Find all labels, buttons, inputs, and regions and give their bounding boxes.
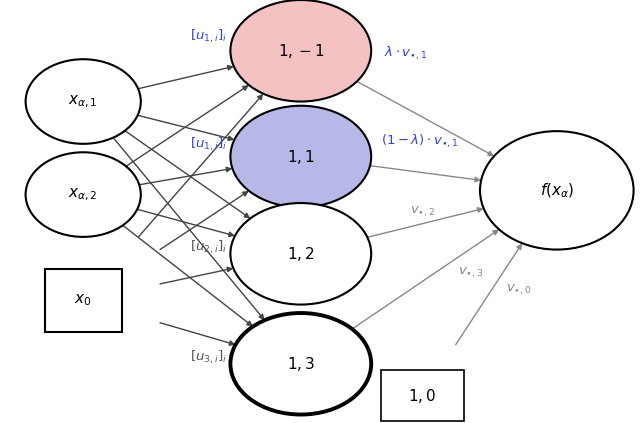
Text: $1,2$: $1,2$ xyxy=(287,245,315,263)
Text: $[u_{1,i}]_i$: $[u_{1,i}]_i$ xyxy=(190,135,227,153)
Text: $f(x_\alpha)$: $f(x_\alpha)$ xyxy=(540,181,574,200)
Text: $\lambda \cdot v_{\bullet,1}$: $\lambda \cdot v_{\bullet,1}$ xyxy=(384,44,427,62)
Text: $x_{\alpha,2}$: $x_{\alpha,2}$ xyxy=(68,187,98,203)
Bar xyxy=(45,269,122,332)
Ellipse shape xyxy=(230,106,371,207)
Ellipse shape xyxy=(26,59,141,144)
Text: $(1-\lambda) \cdot v_{\bullet,1}$: $(1-\lambda) \cdot v_{\bullet,1}$ xyxy=(381,133,458,151)
Text: $[u_{3,i}]_i$: $[u_{3,i}]_i$ xyxy=(190,349,227,366)
Text: $1,0$: $1,0$ xyxy=(408,387,436,404)
Text: $x_0$: $x_0$ xyxy=(74,292,92,308)
Bar xyxy=(381,370,464,421)
Text: $v_{\bullet,3}$: $v_{\bullet,3}$ xyxy=(458,266,483,280)
Ellipse shape xyxy=(26,152,141,237)
Text: $1,-1$: $1,-1$ xyxy=(278,42,324,60)
Ellipse shape xyxy=(230,0,371,102)
Text: $[u_{1,i}]_i$: $[u_{1,i}]_i$ xyxy=(190,27,227,45)
Text: $v_{\bullet,0}$: $v_{\bullet,0}$ xyxy=(506,283,531,297)
Text: $x_{\alpha,1}$: $x_{\alpha,1}$ xyxy=(68,93,98,110)
Ellipse shape xyxy=(230,203,371,305)
Ellipse shape xyxy=(230,313,371,415)
Text: $1,3$: $1,3$ xyxy=(287,355,315,373)
Text: $[u_{2,i}]_i$: $[u_{2,i}]_i$ xyxy=(190,239,227,256)
Text: $v_{\bullet,2}$: $v_{\bullet,2}$ xyxy=(410,204,435,219)
Ellipse shape xyxy=(480,131,634,250)
Text: $1,1$: $1,1$ xyxy=(287,148,315,165)
